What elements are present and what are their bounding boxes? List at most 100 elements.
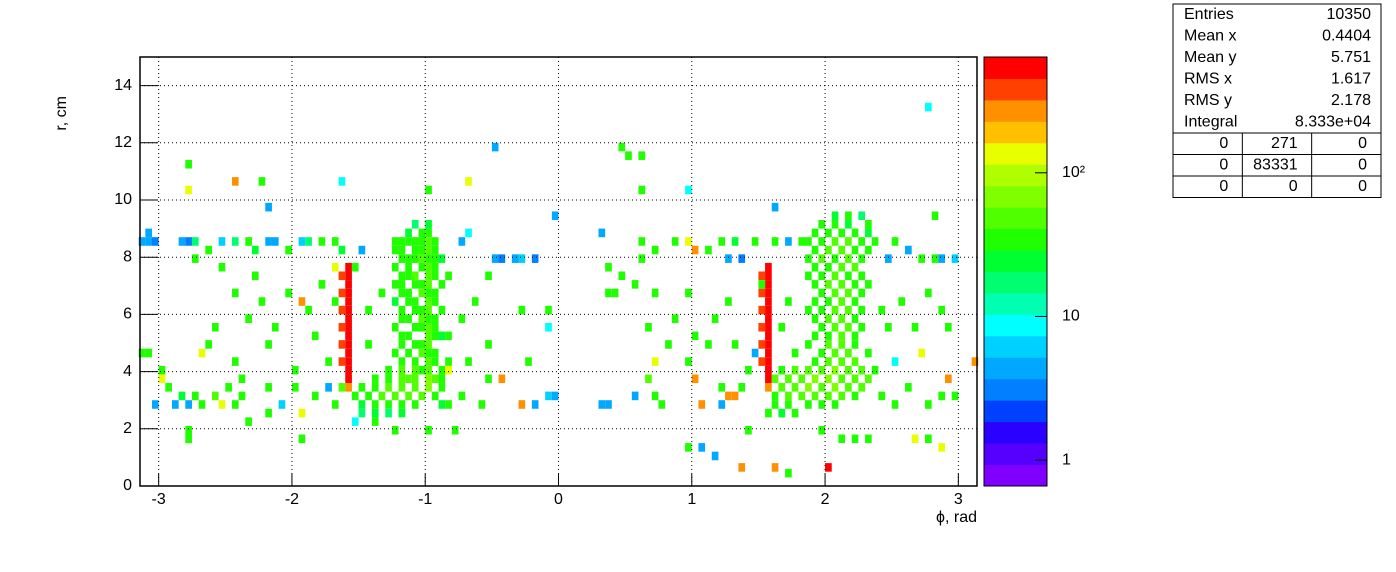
cell [365,391,372,401]
cell [745,365,752,375]
x-axis-label: ϕ, rad [936,509,977,526]
cell [858,237,866,246]
cell [351,417,359,426]
cell [811,374,819,384]
cell [971,357,979,366]
cell [785,468,792,478]
cell [165,383,172,392]
x-tick-label: 1 [687,491,696,508]
cell [771,374,779,384]
cell [418,365,426,375]
cell [851,391,859,401]
cell [431,322,439,332]
stats-cell: 271 [1271,135,1298,152]
cell [871,365,879,375]
cell [205,340,212,349]
cell [691,331,699,341]
cell [785,400,792,409]
cell [765,271,772,281]
cell [405,314,412,323]
stats-cell: 0 [1219,178,1228,195]
cell [265,383,272,392]
cell [305,305,312,315]
y-tick-label: 8 [123,248,132,265]
cell [791,365,799,375]
cell [851,245,859,255]
cell [345,348,352,358]
cell [651,391,659,401]
cell [411,280,419,289]
cell [345,374,352,384]
cell [318,280,326,289]
cell [758,357,766,366]
cell [398,245,406,255]
cell [411,297,419,306]
cell [805,340,812,349]
cell [925,102,932,112]
cell [425,305,432,315]
cell [871,237,879,246]
cell [858,254,866,263]
stats-cell: 0 [1358,135,1367,152]
cell [951,254,959,263]
cell [338,357,346,366]
cell [238,374,246,384]
cell [398,237,406,246]
cell [818,305,826,315]
cell [838,391,846,401]
cell [765,340,772,349]
cell [818,400,826,409]
cell [771,202,779,212]
cell [425,228,432,238]
cell [191,254,199,263]
cell [391,425,399,435]
cell [405,237,412,246]
cell [938,443,946,452]
cell [818,365,826,375]
cell [758,271,766,281]
cell [925,400,932,409]
cell [291,365,299,375]
cell [411,340,419,349]
cell [771,237,779,246]
cell [945,374,952,384]
cell [398,314,406,323]
cell [391,262,399,272]
cell [845,271,852,281]
cell [398,374,406,384]
cell [425,365,432,375]
cell [145,348,152,358]
cell [545,391,552,401]
cell [945,322,952,332]
cell [811,391,819,401]
cell [598,400,606,409]
cell [345,340,352,349]
cell [918,348,926,358]
cell [418,262,426,272]
cell [785,297,792,306]
cell [611,288,619,298]
cell [738,463,746,472]
cell [338,288,346,298]
cell [338,305,346,315]
cell [805,365,812,375]
cell [425,383,432,392]
cell [218,262,226,272]
cell [265,408,272,418]
cell [551,391,559,401]
x-tick-label: 3 [954,491,963,508]
cell [485,271,492,281]
stats-frame [1172,3,1382,198]
stats-cell: 0 [1358,156,1367,173]
cell [805,305,812,315]
cell [425,297,432,306]
palette-band [984,57,1047,79]
cell [431,245,439,255]
cell [231,237,239,246]
cell [345,365,352,375]
cell [831,400,839,409]
cell [425,254,432,263]
palette-band [984,335,1047,358]
cell [745,425,752,435]
